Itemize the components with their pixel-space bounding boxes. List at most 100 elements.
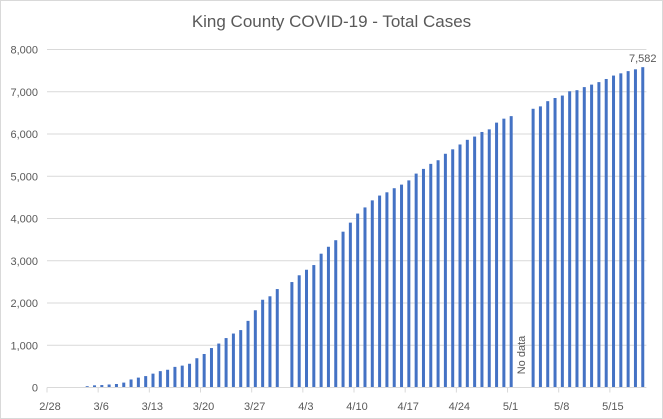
bar [209,348,213,388]
bar [93,385,97,388]
bar [400,184,404,388]
bar [538,106,542,388]
bar [465,139,469,388]
bar [122,382,126,388]
bar [378,195,382,388]
bar [129,379,133,388]
y-tick-label: 4,000 [10,214,38,226]
bar [195,358,199,388]
bar [568,91,572,388]
bar [107,384,111,388]
bar [582,87,586,388]
bars [85,67,645,388]
x-tick-label: 5/1 [503,401,518,413]
bar [85,386,89,388]
bar [297,275,301,388]
x-tick-label: 3/6 [94,401,109,413]
x-tick-label: 5/8 [554,401,569,413]
bar [451,149,455,388]
bar [231,333,235,388]
bar [144,376,148,388]
y-tick-label: 8,000 [10,45,38,57]
data-label-last: 7,582 [629,53,657,65]
bar [392,188,396,388]
bar [509,116,513,388]
bar [495,122,499,388]
bar [370,200,374,388]
y-tick-label: 7,000 [10,87,38,99]
bar [261,299,265,388]
bar [151,373,155,388]
bar [612,75,616,388]
x-tick-label: 3/20 [193,401,214,413]
bar [246,320,250,388]
bar [100,385,104,388]
bar [619,73,623,388]
bar [590,84,594,388]
bar [473,136,477,388]
bar [290,282,294,388]
bar [443,153,447,388]
y-tick-label: 1,000 [10,340,38,352]
bar [180,365,184,388]
bar [480,131,484,388]
y-tick-label: 5,000 [10,171,38,183]
annotations: 7,582 No data [516,53,656,374]
x-tick-label: 4/3 [298,401,313,413]
bar [188,363,192,388]
bar [268,296,272,388]
y-tick-label: 2,000 [10,298,38,310]
bar [429,163,433,388]
bar [253,310,257,388]
bar [560,95,564,388]
bar [312,265,316,388]
bar [202,353,206,388]
x-tick-label: 2/28 [39,401,60,413]
x-tick-label: 3/27 [244,401,265,413]
bar [385,192,389,388]
bar [363,207,367,388]
bar [173,366,177,388]
y-tick-label: 0 [32,383,38,395]
y-tick-label: 3,000 [10,256,38,268]
bar [326,246,330,388]
x-axis: 2/28 3/6 3/13 3/20 3/27 4/3 4/10 4/17 4/24 5/1 5/8… [39,387,647,413]
bar [626,71,630,388]
bar [275,289,279,388]
bar [136,377,140,388]
no-data-label: No data [516,335,528,374]
y-tick-label: 6,000 [10,129,38,141]
bar [166,369,170,388]
bar [224,338,228,388]
bar [597,82,601,388]
bar [575,90,579,388]
bar [114,383,118,388]
bar [458,144,462,388]
bar [158,371,162,388]
x-tick-label: 4/10 [346,401,367,413]
bar [633,69,637,388]
bar [436,160,440,388]
chart-title: King County COVID-19 - Total Cases [191,12,472,31]
x-tick-label: 4/17 [397,401,418,413]
bar [546,101,550,388]
bar [356,213,360,388]
bar [487,129,491,388]
bar [414,173,418,388]
bar [334,240,338,388]
x-tick-label: 5/15 [602,401,623,413]
bar [421,168,425,388]
bar [319,253,323,388]
bar [239,330,243,388]
bar [348,222,352,388]
bar [641,67,645,388]
bar [502,118,506,388]
bar [305,269,309,388]
bar [604,78,608,388]
bar [407,180,411,388]
bar [531,108,535,388]
y-axis-labels: 0 1,000 2,000 3,000 4,000 5,000 6,000 7,000 8,00… [10,45,38,395]
bar [553,98,557,388]
